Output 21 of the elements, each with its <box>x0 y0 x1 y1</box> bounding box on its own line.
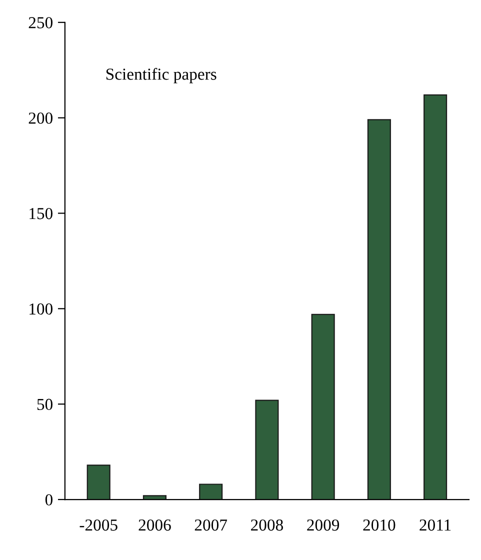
bar <box>367 119 391 500</box>
y-tick-label: 200 <box>28 112 52 124</box>
bar <box>255 400 279 500</box>
bar <box>199 484 223 500</box>
x-tick-label: 2007 <box>194 519 228 531</box>
x-tick-label: -2005 <box>80 519 118 531</box>
x-tick-label: 2011 <box>420 519 451 531</box>
x-tick-label: 2008 <box>251 519 283 531</box>
bar <box>311 314 335 500</box>
bar <box>86 464 110 500</box>
y-tick-label: 150 <box>30 208 52 220</box>
annotation: Scientific papers <box>106 68 216 84</box>
y-tick-label: 50 <box>37 398 52 410</box>
x-tick-label: 2006 <box>138 519 171 531</box>
bar <box>424 94 448 500</box>
bar <box>142 495 166 500</box>
y-tick-label: 0 <box>45 494 52 506</box>
y-tick-label: 250 <box>28 17 52 28</box>
y-tick-label: 100 <box>30 303 52 315</box>
x-tick-label: 2009 <box>307 519 340 531</box>
x-tick-label: 2010 <box>363 519 396 531</box>
